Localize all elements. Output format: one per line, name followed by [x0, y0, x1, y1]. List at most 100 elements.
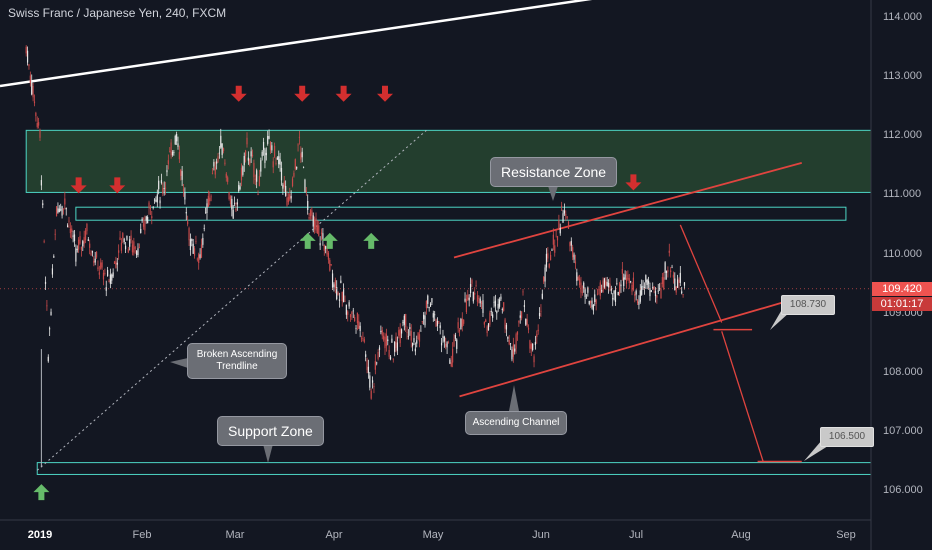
candle-body: [503, 302, 504, 311]
candle-body: [532, 344, 533, 350]
candle-body: [322, 233, 323, 239]
candle-body: [70, 229, 71, 233]
candle-body: [594, 294, 595, 302]
candle-body: [611, 289, 612, 291]
candle-body: [593, 305, 594, 310]
candle-body: [315, 218, 316, 230]
candle-body: [514, 349, 515, 352]
support-zone: [37, 463, 871, 475]
candle-body: [242, 166, 243, 175]
candle-body: [560, 228, 561, 233]
candle-body: [513, 345, 514, 357]
candle-body: [551, 250, 552, 251]
candle-body: [267, 136, 268, 144]
candle-body: [637, 300, 638, 303]
candle-body: [130, 236, 131, 241]
candle-body: [82, 241, 83, 246]
candle-body: [103, 273, 104, 280]
candle-body: [357, 313, 358, 324]
candle-body: [209, 198, 210, 202]
candle-body: [408, 336, 409, 337]
candle-body: [194, 248, 195, 255]
candle-body: [518, 320, 519, 322]
candle-body: [96, 252, 97, 258]
candle-body: [480, 299, 481, 304]
candle-body: [522, 292, 523, 293]
candle-body: [280, 159, 281, 165]
candle-body: [390, 357, 391, 360]
candle-body: [299, 137, 300, 138]
broken-trendline-callout[interactable]: Broken Ascending Trendline: [187, 343, 287, 379]
candle-body: [413, 338, 414, 342]
candle-body: [521, 311, 522, 318]
candle-body: [493, 302, 494, 303]
candle-body: [302, 152, 303, 157]
candle-body: [567, 216, 568, 217]
candle-body: [547, 253, 548, 258]
candle-body: [241, 168, 242, 181]
candle-body: [268, 136, 269, 139]
candle-body: [681, 291, 682, 293]
support-zone-callout[interactable]: Support Zone: [217, 416, 324, 446]
candle-body: [391, 339, 392, 343]
candle-body: [452, 349, 453, 363]
candle-body: [453, 339, 454, 346]
price-tick-label: 107.000: [883, 425, 931, 437]
candle-body: [387, 340, 388, 342]
candle-body: [263, 142, 264, 150]
candle-body: [435, 319, 436, 326]
candle-body: [573, 255, 574, 260]
candle-body: [676, 287, 677, 293]
candle-body: [197, 259, 198, 260]
candle-body: [375, 361, 376, 370]
candle-body: [620, 285, 621, 287]
ascending-channel-callout[interactable]: Ascending Channel: [465, 411, 567, 435]
candle-body: [629, 278, 630, 283]
candle-body: [226, 174, 227, 178]
candle-body: [273, 161, 274, 167]
candle-body: [68, 221, 69, 222]
candle-body: [264, 150, 265, 163]
candle-body: [291, 196, 292, 198]
candle-body: [536, 334, 537, 337]
candle-body: [320, 243, 321, 245]
candle-body: [286, 198, 287, 206]
candle-body: [100, 263, 101, 269]
candle-body: [208, 196, 209, 207]
candle-body: [487, 327, 488, 333]
target-price-tag-1[interactable]: 108.730: [781, 295, 835, 315]
candle-body: [671, 267, 672, 268]
candle-body: [205, 213, 206, 214]
candle-body: [655, 291, 656, 296]
candle-body: [114, 261, 115, 264]
candle-body: [342, 292, 343, 301]
candle-body: [169, 151, 170, 152]
price-tick-label: 114.000: [883, 11, 931, 23]
candle-body: [467, 295, 468, 300]
candle-body: [332, 273, 333, 287]
candle-body: [61, 206, 62, 215]
candle-body: [667, 270, 668, 272]
candle-body: [445, 344, 446, 347]
candle-body: [354, 317, 355, 321]
candle-body: [321, 233, 322, 234]
candle-body: [641, 286, 642, 295]
candle-body: [262, 152, 263, 157]
candle-body: [426, 301, 427, 308]
candle-body: [171, 142, 172, 155]
candle-body: [640, 290, 641, 301]
candle-body: [63, 208, 64, 209]
candle-body: [78, 240, 79, 250]
candle-body: [288, 197, 289, 202]
time-tick-label: Aug: [731, 529, 751, 541]
candle-body: [540, 311, 541, 312]
candle-body: [455, 335, 456, 339]
candle-body: [609, 284, 610, 288]
candle-body: [297, 145, 298, 146]
target-price-tag-2[interactable]: 106.500: [820, 427, 874, 447]
candle-body: [498, 304, 499, 309]
candle-body: [124, 239, 125, 242]
candle-body: [304, 180, 305, 192]
resistance-zone-callout[interactable]: Resistance Zone: [490, 157, 617, 187]
candle-body: [164, 188, 165, 189]
